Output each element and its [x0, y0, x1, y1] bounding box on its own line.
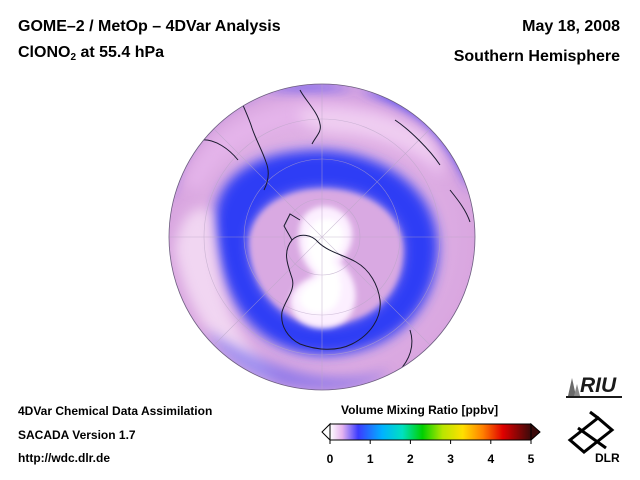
- colorbar-gradient: [329, 423, 532, 441]
- colorbar-tick-label: 3: [447, 452, 454, 466]
- hemisphere-label: Southern Hemisphere: [453, 48, 620, 65]
- footer-url: http://wdc.dlr.de: [18, 451, 110, 465]
- colorbar-min-arrow: [321, 422, 331, 442]
- colorbar-title: Volume Mixing Ratio [ppbv]: [341, 403, 499, 417]
- analysis-date: May 18, 2008: [522, 18, 620, 35]
- title-line1: GOME–2 / MetOp – 4DVar Analysis: [18, 18, 281, 35]
- dlr-logo: DLR: [595, 451, 620, 465]
- riu-logo-mark: [566, 378, 622, 398]
- footer-version: SACADA Version 1.7: [18, 428, 136, 442]
- colorbar-tick-label: 5: [527, 452, 535, 466]
- globe-field: [169, 84, 475, 390]
- colorbar-tick-label: 1: [366, 452, 374, 466]
- species-subscript: 2: [70, 52, 77, 63]
- colorbar-tick-label: 4: [487, 452, 495, 466]
- colorbar-tick-label: 0: [326, 452, 334, 466]
- riu-logo: RIU: [580, 374, 617, 397]
- colorbar-tick-label: 2: [407, 452, 414, 466]
- dlr-logo-mark: [567, 410, 615, 454]
- colorbar-max-arrow: [530, 422, 541, 442]
- footer-assimilation: 4DVar Chemical Data Assimilation: [18, 404, 213, 418]
- pressure-level: at 55.4 hPa: [76, 44, 165, 61]
- species-name: ClONO: [18, 44, 71, 61]
- title-line2: ClONO2 at 55.4 hPa: [18, 45, 164, 63]
